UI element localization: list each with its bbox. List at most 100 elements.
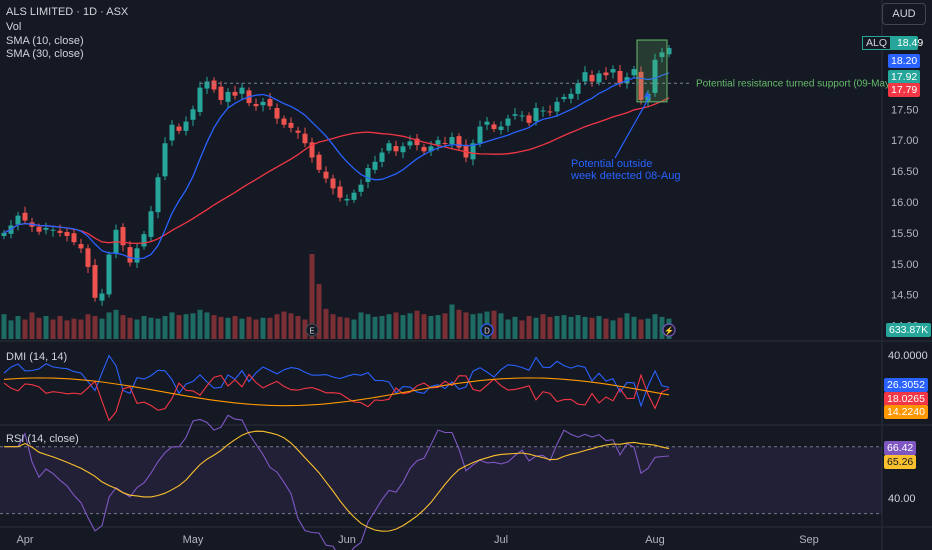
volume-bar [316,284,322,339]
sma30-line [3,97,670,245]
candle-body [358,184,364,192]
y-tick-label: 16.50 [891,166,919,178]
candle-body [106,254,112,295]
volume-bar [554,315,560,339]
sma30-tag: 17.79 [888,83,921,97]
candle-body [85,248,91,267]
candle-body [162,143,168,177]
volume-bar [169,312,175,339]
earnings-icon [305,323,319,337]
candle-body [631,69,637,76]
volume-bar [302,319,308,339]
volume-bar [218,316,224,339]
volume-bar [498,313,504,339]
sma10-tag: 18.20 [888,54,921,68]
candle-body [288,122,294,128]
candle-body [148,211,154,237]
y-tick-label: 14.50 [891,290,919,302]
volume-bar [477,313,483,339]
candle-body [204,81,210,89]
candle-body [1,232,7,236]
volume-bar [323,308,329,339]
volume-bar [57,315,63,339]
volume-bar [547,316,553,339]
candle-body [99,293,105,301]
candle-body [183,121,189,131]
volume-bar [617,317,623,339]
chart-title: ALS LIMITED · 1D · ASX [6,6,129,18]
candle-body [365,168,371,182]
candle-body [463,144,469,158]
volume-bar [155,318,161,339]
support-tag: 17.92 [888,70,921,84]
candle-body [484,121,490,125]
candle-body [281,118,287,125]
split-icon [662,323,676,337]
volume-bar [183,314,189,339]
candle-body [603,72,609,76]
volume-bar [652,314,658,339]
candle-body [638,71,644,100]
volume-bar [449,304,455,339]
volume-bar [442,313,448,339]
candle-body [316,154,322,170]
x-tick-label: Jun [338,534,356,546]
volume-bar [190,313,196,339]
currency-button[interactable]: AUD [882,3,926,25]
candle-body [617,70,623,84]
candle-body [540,110,546,112]
candle-body [554,101,560,112]
rsi-tag: 66.42 [884,441,917,455]
volume-bar [603,318,609,339]
split-icon-label: ⚡ [664,326,674,336]
sma10-legend: SMA (10, close) [6,35,84,47]
volume-bar [120,315,126,339]
candle-body [491,124,497,130]
x-tick-label: Sep [799,534,819,546]
candle-body [442,142,448,144]
volume-bar [295,315,301,339]
volume-bar [127,317,133,339]
y-tick-label: 17.50 [891,104,919,116]
dividend-icon-label: D [484,327,490,336]
candle-body [134,248,140,263]
candle-body [36,226,42,232]
candle-body [393,146,399,152]
rsi-ma-line [4,430,670,532]
volume-bar [64,320,70,339]
candle-body [176,126,182,131]
candle-body [589,74,595,82]
y-tick-label: 16.00 [891,197,919,209]
dmi-title: DMI (14, 14) [6,351,68,363]
candle-body [344,198,350,201]
volume-bar [78,319,84,339]
volume-bar [337,316,343,339]
volume-bar [274,314,280,339]
volume-bar [505,319,511,339]
volume-bar [589,317,595,339]
candle-body [323,171,329,179]
candle-body [78,244,84,249]
dmi-plus-tag: 26.3052 [884,378,928,392]
volume-bar [365,314,371,339]
candle-body [274,108,280,119]
volume-bar [596,315,602,339]
volume-bar [358,312,364,339]
candle-body [64,231,70,236]
arrow-head-icon [644,91,650,98]
volume-bar [239,318,245,339]
volume-bar [197,309,203,339]
volume-bar [113,309,119,339]
candle-body [421,146,427,152]
volume-bar [610,320,616,339]
volume-bar [575,315,581,339]
x-tick-label: Apr [16,534,33,546]
candle-body [302,133,308,144]
volume-bar [456,309,462,339]
candle-body [526,115,532,123]
candle-body [477,126,483,144]
volume-bar [232,315,238,339]
candle-body [645,93,651,101]
volume-bar [246,316,252,339]
